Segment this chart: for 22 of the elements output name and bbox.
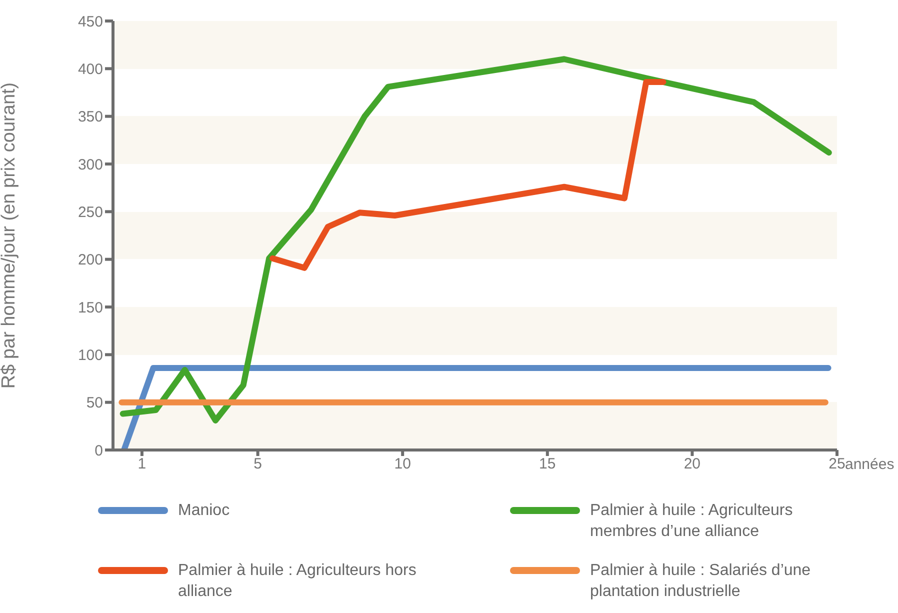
y-tick-label: 150 xyxy=(78,299,103,316)
y-tick-label: 400 xyxy=(78,60,103,78)
legend-label: Palmier à huile : Agriculteurs membres d’une alliance xyxy=(590,501,794,542)
y-tick-label: 200 xyxy=(78,252,103,269)
y-tick-label: 300 xyxy=(78,156,103,174)
x-tick-label: 20 xyxy=(684,456,701,473)
legend-label: Manioc xyxy=(178,501,231,521)
y-tick-label: 350 xyxy=(78,108,103,126)
x-tick-label: 10 xyxy=(394,456,411,473)
y-tick-label: 450 xyxy=(78,13,103,30)
x-tick-label: 25 xyxy=(828,456,846,473)
y-tick-label: 50 xyxy=(86,394,103,412)
y-tick-label: 100 xyxy=(78,346,103,364)
x-tick-label: 5 xyxy=(254,456,262,473)
y-tick-label: 0 xyxy=(94,442,103,460)
x-tick-label: 1 xyxy=(138,456,146,473)
x-axis-title: années xyxy=(845,456,894,473)
legend-label: Palmier à huile : Salariés d’une plantation industrielle xyxy=(590,561,812,602)
legend-label: Palmier à huile : Agriculteurs hors alliance xyxy=(178,561,418,602)
x-tick-label: 15 xyxy=(539,456,556,473)
y-tick-label: 250 xyxy=(78,204,103,221)
y-axis-title: R$ par homme/jour (en prix courant) xyxy=(0,82,20,389)
